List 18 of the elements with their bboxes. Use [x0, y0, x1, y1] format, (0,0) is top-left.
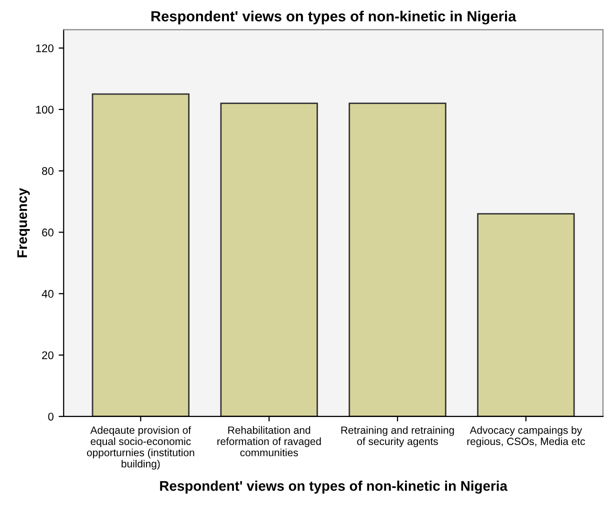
chart-title: Respondent' views on types of non-kinetic in Nigeria: [151, 10, 516, 24]
bar: [220, 102, 318, 416]
x-tick-label: Advocacy campaings by regious, CSOs, Media etc: [467, 426, 585, 448]
bar: [477, 213, 575, 416]
x-tick-label: Adeqaute provision of equal socio-economic opporturnies (institution building): [86, 426, 194, 470]
x-tick-label: Retraining and retraining of security agents: [341, 426, 454, 448]
y-tick-label: 120: [36, 44, 54, 52]
bar: [92, 93, 190, 416]
x-tick-label: Rehabilitation and reformation of ravaged communities: [217, 426, 321, 456]
bar: [348, 102, 446, 416]
y-tick-label: 0: [48, 412, 54, 421]
y-tick-label: 40: [42, 290, 54, 298]
y-axis-title: Frequency: [17, 188, 30, 258]
y-tick-label: 100: [36, 106, 54, 114]
x-axis-title: Respondent' views on types of non-kinetic in Nigeria: [160, 480, 508, 494]
y-tick-label: 20: [42, 351, 54, 360]
y-tick-label: 80: [42, 167, 54, 175]
y-tick-label: 60: [42, 228, 54, 236]
